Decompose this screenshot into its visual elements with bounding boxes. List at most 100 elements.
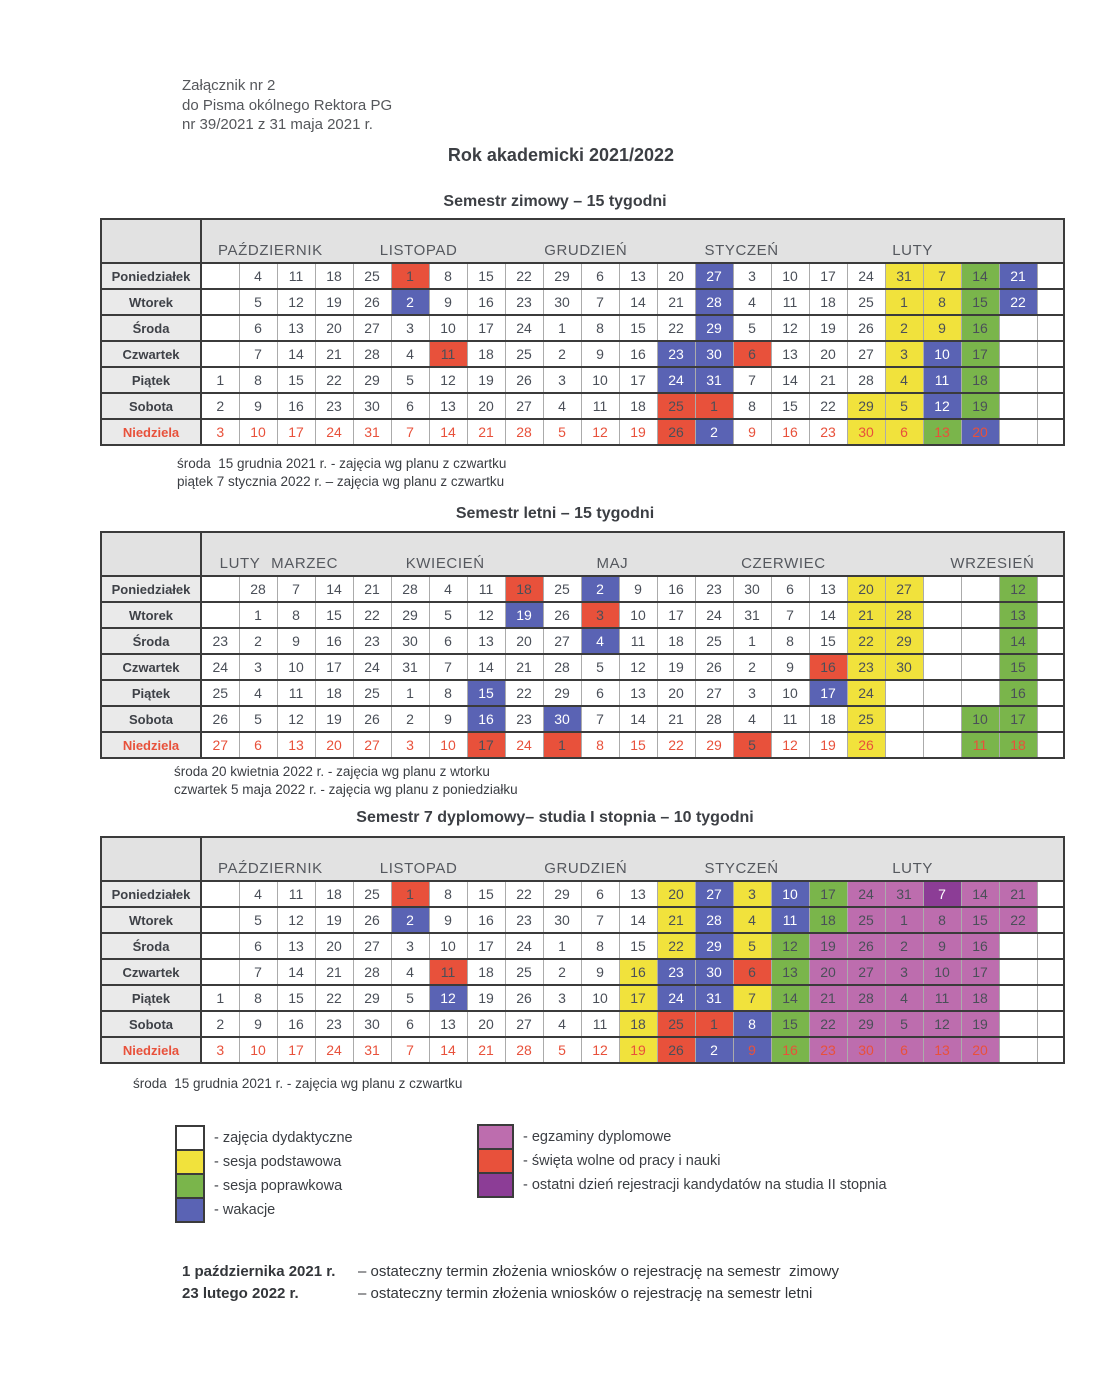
- calendar-cell: 26: [846, 933, 885, 959]
- day-row-label: Niedziela: [101, 732, 202, 758]
- calendar-cell: 6: [580, 263, 619, 289]
- calendar-cell: 1: [542, 732, 581, 758]
- calendar-cell: 20: [314, 315, 353, 341]
- calendar-cell: 28: [846, 985, 885, 1011]
- calendar-cell: 15: [466, 263, 505, 289]
- calendar-cell: 2: [694, 419, 733, 445]
- calendar-cell: 23: [314, 393, 353, 419]
- calendar-cell: 21: [808, 985, 847, 1011]
- calendar-cell: 22: [656, 732, 695, 758]
- calendar-cell: [200, 959, 239, 985]
- calendar-cell: 7: [238, 341, 277, 367]
- calendar-cell: 22: [998, 289, 1037, 315]
- calendar-cell: 29: [352, 367, 391, 393]
- calendar-cell: 30: [732, 576, 771, 602]
- calendar-cell: [1036, 1037, 1064, 1063]
- calendar-cell: 29: [352, 985, 391, 1011]
- day-row-label: Czwartek: [101, 654, 202, 680]
- day-row-label: Niedziela: [101, 419, 202, 445]
- legend-color-swatch: [175, 1197, 205, 1223]
- calendar-cell: 27: [200, 732, 239, 758]
- calendar-cell: 4: [390, 341, 429, 367]
- calendar-cell: 3: [200, 1037, 239, 1063]
- legend-item: - wakacje: [175, 1197, 353, 1223]
- calendar-table: PAŹDZIERNIK LISTOPAD GRUDZIEŃ STYCZEŃ LUTY Po…: [100, 218, 1065, 446]
- calendar-cell: 2: [580, 576, 619, 602]
- calendar-cell: 18: [314, 263, 353, 289]
- calendar-cell: 3: [580, 602, 619, 628]
- calendar-cell: 12: [276, 289, 315, 315]
- calendar-cell: 22: [998, 907, 1037, 933]
- calendar-cell: 25: [352, 881, 391, 907]
- calendar-cell: 5: [238, 907, 277, 933]
- calendar-cell: 5: [428, 602, 467, 628]
- day-row-label: Wtorek: [101, 602, 202, 628]
- calendar-cell: 19: [808, 315, 847, 341]
- calendar-cell: 17: [466, 933, 505, 959]
- calendar-cell: 5: [732, 315, 771, 341]
- calendar-cell: 11: [922, 367, 961, 393]
- calendar-cell: 24: [656, 985, 695, 1011]
- calendar-cell: [1036, 1011, 1064, 1037]
- month-label: LUTY: [219, 555, 261, 572]
- calendar-cell: 13: [466, 628, 505, 654]
- calendar-cell: 17: [618, 985, 657, 1011]
- calendar-cell: 22: [314, 367, 353, 393]
- legend-right-column: - egzaminy dyplomowe - święta wolne od pr…: [477, 1124, 887, 1198]
- day-row-label: Niedziela: [101, 1037, 202, 1063]
- calendar-cell: 15: [618, 315, 657, 341]
- calendar-cell: 7: [732, 367, 771, 393]
- calendar-cell: 26: [352, 907, 391, 933]
- calendar-cell: 15: [998, 654, 1037, 680]
- calendar-cell: [960, 654, 999, 680]
- calendar-table: PAŹDZIERNIK LISTOPAD GRUDZIEŃ STYCZEŃ LUTY Po…: [100, 836, 1065, 1064]
- calendar-cell: 8: [428, 881, 467, 907]
- calendar-cell: 22: [656, 315, 695, 341]
- calendar-cell: 11: [922, 985, 961, 1011]
- calendar-cell: 9: [618, 576, 657, 602]
- calendar-cell: 31: [694, 367, 733, 393]
- calendar-cell: 17: [998, 706, 1037, 732]
- calendar-cell: 7: [428, 654, 467, 680]
- calendar-cell: 5: [884, 1011, 923, 1037]
- calendar-cell: 5: [390, 985, 429, 1011]
- calendar-cell: [1036, 732, 1064, 758]
- calendar-cell: 3: [884, 341, 923, 367]
- note-line: środa 15 grudnia 2021 r. - zajęcia wg pl…: [177, 456, 507, 471]
- calendar-cell: 13: [276, 315, 315, 341]
- calendar-cell: [1036, 985, 1064, 1011]
- calendar-cell: 10: [428, 315, 467, 341]
- calendar-cell: 12: [428, 985, 467, 1011]
- calendar-cell: [922, 602, 961, 628]
- deadline-row: 1 października 2021 r. – ostateczny termi…: [182, 1261, 839, 1283]
- legend-label: - wakacje: [214, 1202, 276, 1218]
- calendar-cell: [1036, 654, 1064, 680]
- calendar-cell: 25: [656, 393, 695, 419]
- calendar-cell: 2: [238, 628, 277, 654]
- corner-cell: [101, 532, 202, 576]
- calendar-cell: 28: [352, 341, 391, 367]
- calendar-cell: 21: [998, 263, 1037, 289]
- calendar-cell: 4: [732, 907, 771, 933]
- calendar-cell: 10: [238, 1037, 277, 1063]
- calendar-cell: 22: [808, 1011, 847, 1037]
- calendar-cell: 17: [466, 732, 505, 758]
- month-label: STYCZEŃ: [704, 860, 779, 877]
- calendar-cell: [1036, 289, 1064, 315]
- calendar-cell: 17: [276, 1037, 315, 1063]
- calendar-cell: 20: [960, 1037, 999, 1063]
- calendar-cell: [1036, 706, 1064, 732]
- calendar-cell: 17: [960, 341, 999, 367]
- month-label: GRUDZIEŃ: [544, 242, 628, 259]
- calendar-cell: 27: [542, 628, 581, 654]
- day-row-label: Piątek: [101, 367, 202, 393]
- month-label: LUTY: [892, 242, 933, 259]
- calendar-cell: 24: [694, 602, 733, 628]
- diploma-semester-notes: środa 15 grudnia 2021 r. - zajęcia wg pl…: [133, 1075, 462, 1093]
- calendar-cell: 19: [314, 289, 353, 315]
- calendar-cell: 8: [580, 933, 619, 959]
- calendar-cell: 10: [428, 732, 467, 758]
- calendar-cell: 5: [580, 654, 619, 680]
- calendar-cell: 2: [390, 907, 429, 933]
- calendar-cell: 20: [466, 1011, 505, 1037]
